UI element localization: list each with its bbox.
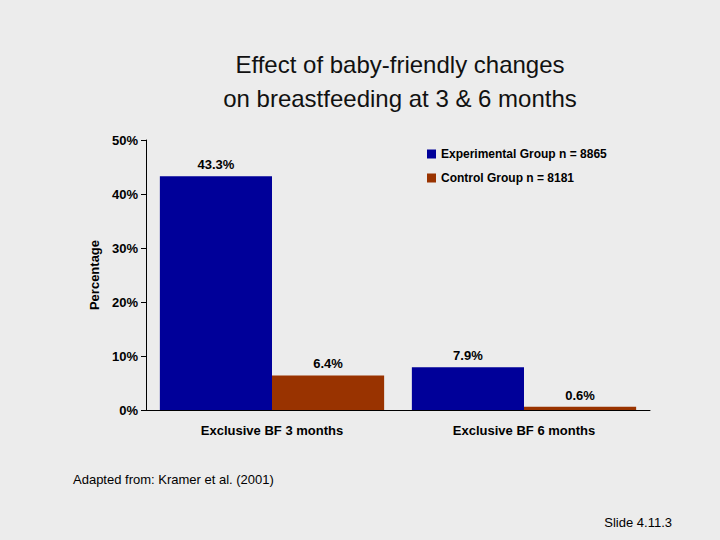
svg-text:50%: 50%: [112, 133, 138, 148]
svg-text:43.3%: 43.3%: [197, 157, 234, 172]
svg-text:Exclusive BF 6 months: Exclusive BF 6 months: [453, 423, 595, 438]
svg-text:Effect of baby-friendly change: Effect of baby-friendly changes: [235, 51, 564, 78]
svg-text:Slide 4.11.3: Slide 4.11.3: [604, 515, 672, 530]
svg-text:Control Group n = 8181: Control Group n = 8181: [441, 171, 574, 185]
svg-text:10%: 10%: [112, 349, 138, 364]
svg-text:20%: 20%: [112, 295, 138, 310]
svg-text:0.6%: 0.6%: [565, 388, 595, 403]
svg-text:0%: 0%: [119, 403, 138, 418]
svg-text:6.4%: 6.4%: [313, 356, 343, 371]
svg-text:Exclusive BF 3 months: Exclusive BF 3 months: [201, 423, 343, 438]
svg-text:Percentage: Percentage: [87, 240, 102, 310]
svg-text:30%: 30%: [112, 241, 138, 256]
svg-text:on breastfeeding at 3 & 6 mont: on breastfeeding at 3 & 6 months: [223, 85, 577, 112]
svg-text:7.9%: 7.9%: [453, 348, 483, 363]
svg-text:Adapted from: Kramer et al. (2: Adapted from: Kramer et al. (2001): [73, 472, 274, 487]
svg-text:40%: 40%: [112, 187, 138, 202]
svg-text:Experimental Group n = 8865: Experimental Group n = 8865: [441, 147, 607, 161]
